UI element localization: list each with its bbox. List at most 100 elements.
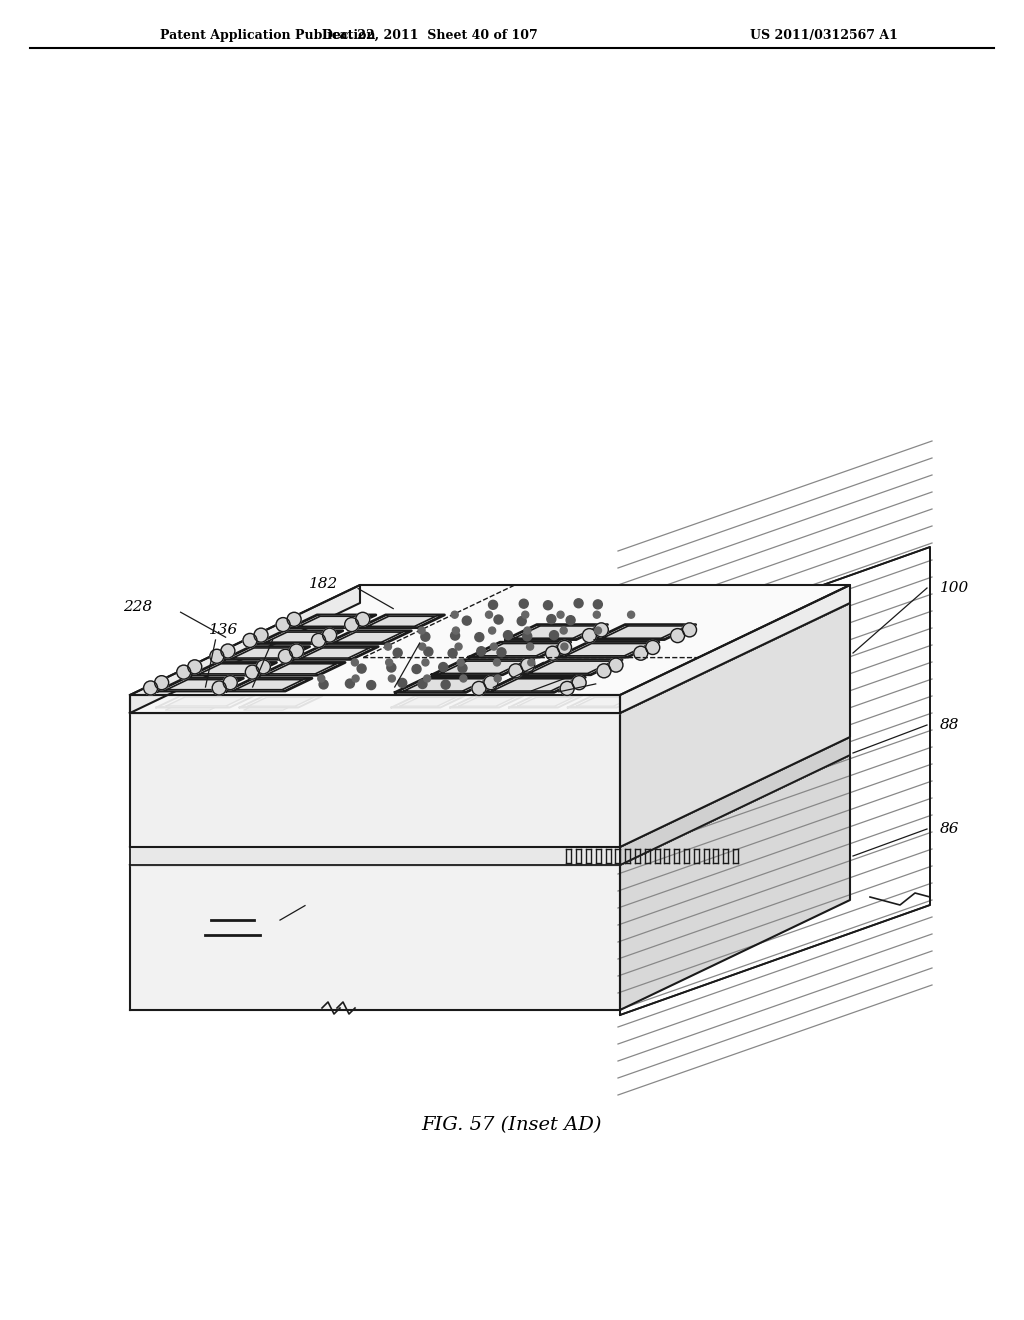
- Polygon shape: [485, 656, 542, 665]
- Polygon shape: [214, 668, 313, 680]
- Polygon shape: [158, 678, 244, 692]
- Circle shape: [497, 648, 506, 657]
- Polygon shape: [546, 684, 602, 693]
- Circle shape: [254, 628, 268, 642]
- Circle shape: [418, 680, 427, 689]
- Polygon shape: [477, 655, 550, 667]
- Polygon shape: [130, 603, 850, 713]
- Polygon shape: [130, 847, 620, 865]
- Polygon shape: [130, 585, 850, 696]
- Circle shape: [441, 680, 451, 689]
- Polygon shape: [297, 668, 380, 680]
- Text: 175: 175: [652, 624, 682, 639]
- Polygon shape: [224, 669, 303, 678]
- Circle shape: [509, 664, 523, 677]
- Polygon shape: [536, 655, 608, 667]
- Polygon shape: [509, 696, 582, 708]
- Circle shape: [187, 660, 202, 673]
- Circle shape: [526, 643, 534, 651]
- Polygon shape: [620, 755, 850, 1010]
- Polygon shape: [166, 708, 215, 710]
- Polygon shape: [520, 660, 622, 675]
- Polygon shape: [459, 697, 514, 706]
- Polygon shape: [130, 865, 620, 1010]
- Polygon shape: [327, 655, 410, 665]
- Polygon shape: [420, 682, 493, 694]
- Polygon shape: [232, 648, 301, 659]
- Polygon shape: [545, 656, 600, 665]
- Polygon shape: [244, 708, 289, 710]
- Text: 228: 228: [123, 601, 153, 614]
- Circle shape: [494, 659, 501, 667]
- Polygon shape: [302, 680, 346, 682]
- Polygon shape: [631, 696, 636, 708]
- Circle shape: [422, 659, 429, 667]
- Polygon shape: [818, 606, 824, 618]
- Polygon shape: [457, 671, 513, 678]
- Text: Dec. 22, 2011  Sheet 40 of 107: Dec. 22, 2011 Sheet 40 of 107: [323, 29, 538, 41]
- Circle shape: [311, 634, 326, 647]
- Polygon shape: [223, 680, 273, 682]
- Polygon shape: [566, 669, 639, 680]
- Circle shape: [646, 640, 659, 655]
- Circle shape: [566, 615, 575, 624]
- Circle shape: [521, 659, 535, 672]
- Text: 180: 180: [271, 628, 300, 642]
- Polygon shape: [243, 653, 342, 665]
- Circle shape: [522, 632, 531, 640]
- Circle shape: [547, 615, 556, 623]
- Circle shape: [597, 664, 611, 677]
- Circle shape: [519, 599, 528, 609]
- Polygon shape: [477, 644, 562, 656]
- Circle shape: [279, 649, 293, 663]
- Polygon shape: [331, 665, 376, 668]
- Circle shape: [256, 660, 270, 673]
- Polygon shape: [506, 624, 607, 640]
- Circle shape: [458, 659, 464, 667]
- Polygon shape: [224, 647, 309, 660]
- Polygon shape: [725, 651, 730, 663]
- Circle shape: [561, 643, 568, 651]
- Circle shape: [276, 618, 290, 631]
- Text: Patent Application Publication: Patent Application Publication: [160, 29, 376, 41]
- Circle shape: [412, 664, 421, 673]
- Circle shape: [424, 675, 431, 682]
- Polygon shape: [577, 697, 632, 706]
- Circle shape: [560, 627, 567, 634]
- Circle shape: [574, 599, 583, 607]
- Circle shape: [594, 623, 608, 636]
- Circle shape: [524, 627, 530, 634]
- Polygon shape: [301, 648, 370, 659]
- Circle shape: [550, 631, 558, 640]
- Polygon shape: [620, 603, 850, 847]
- Circle shape: [243, 634, 257, 647]
- Polygon shape: [493, 678, 577, 692]
- Polygon shape: [714, 655, 720, 668]
- Circle shape: [421, 632, 430, 642]
- Polygon shape: [403, 678, 488, 692]
- Text: 136: 136: [589, 665, 617, 680]
- Circle shape: [352, 675, 359, 682]
- Text: 180: 180: [558, 651, 588, 665]
- Circle shape: [455, 643, 462, 651]
- Circle shape: [246, 665, 259, 678]
- Polygon shape: [326, 631, 412, 644]
- Polygon shape: [745, 640, 752, 653]
- Circle shape: [424, 647, 433, 656]
- Polygon shape: [368, 616, 436, 627]
- Polygon shape: [395, 677, 497, 693]
- Polygon shape: [166, 697, 245, 706]
- Circle shape: [143, 681, 158, 694]
- Circle shape: [544, 601, 553, 610]
- Polygon shape: [191, 663, 276, 676]
- Circle shape: [458, 664, 467, 673]
- Polygon shape: [478, 682, 552, 694]
- Polygon shape: [766, 630, 772, 643]
- Polygon shape: [683, 671, 688, 682]
- Polygon shape: [516, 671, 571, 678]
- Circle shape: [609, 659, 623, 672]
- Circle shape: [495, 675, 501, 682]
- Polygon shape: [196, 682, 273, 692]
- Text: US 2011/0312567 A1: US 2011/0312567 A1: [750, 29, 898, 41]
- Polygon shape: [565, 644, 650, 656]
